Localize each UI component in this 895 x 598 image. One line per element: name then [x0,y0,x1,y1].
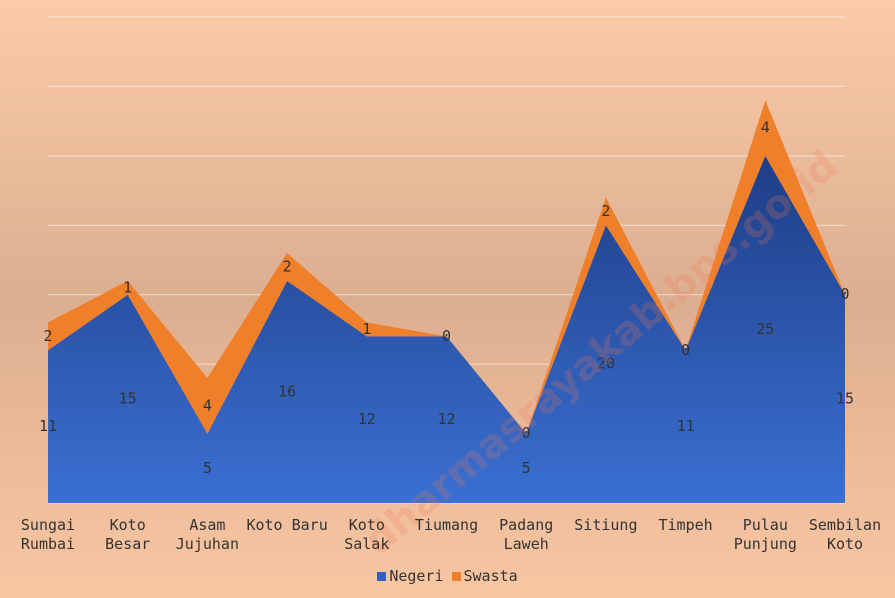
data-label: 1 [123,278,132,296]
data-label: 5 [203,459,212,477]
x-tick-label: Padang Laweh [499,516,554,553]
data-label: 1 [362,320,371,338]
x-tick-label: Koto Baru [246,516,328,534]
data-label: 0 [442,327,451,345]
x-tick-label: Koto Salak [344,516,390,553]
data-label: 20 [597,355,615,373]
data-label: 12 [437,410,455,428]
data-label: 0 [522,424,531,442]
x-tick-label: Timpeh [658,516,713,534]
x-tick-label: Sungai Rumbai [20,516,76,553]
x-tick-label: Tiumang [414,516,479,534]
data-label: 11 [677,417,695,435]
data-label: 11 [39,417,57,435]
legend-swatch [451,572,461,581]
legend-item: Swasta [451,567,518,585]
data-label: 15 [119,389,137,407]
x-tick-label: Sembilan Koto [808,516,882,553]
x-tick-label: Pulau Punjung [733,516,797,553]
data-label: 0 [681,341,690,359]
data-label: 15 [836,389,854,407]
data-label: 5 [522,459,531,477]
data-label: 2 [283,257,292,275]
data-label: 4 [761,119,770,137]
legend-swatch [377,572,387,581]
legend-label: Swasta [463,567,518,585]
data-label: 25 [756,320,774,338]
x-tick-label: Asam Jujuhan [175,516,239,553]
data-label: 2 [601,202,610,220]
area [48,155,845,503]
legend: Negeri Swasta [0,567,895,585]
data-label: 16 [278,382,296,400]
x-tick-label: Koto Besar [105,516,151,553]
legend-item: Negeri [377,567,444,585]
data-label: 12 [358,410,376,428]
x-tick-label: Sitiung [574,516,638,534]
data-label: 2 [43,327,52,345]
data-label: 0 [840,285,849,303]
data-label: 4 [203,396,212,414]
legend-label: Negeri [389,567,444,585]
area [48,100,845,434]
